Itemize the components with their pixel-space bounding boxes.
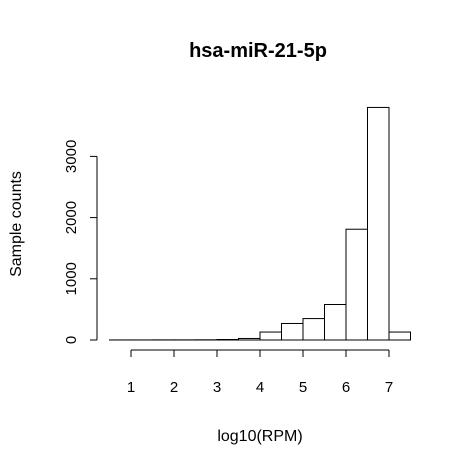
x-tick-label: 4 bbox=[256, 379, 264, 396]
chart-title: hsa-miR-21-5p bbox=[189, 40, 327, 62]
histogram-bar-7 bbox=[259, 331, 282, 341]
y-tick-label: 1000 bbox=[63, 262, 80, 295]
histogram-bar-11 bbox=[345, 228, 368, 341]
x-tick-label: 3 bbox=[213, 379, 221, 396]
y-axis: 0 1000 2000 3000 bbox=[63, 140, 98, 344]
x-tick-label: 6 bbox=[342, 379, 350, 396]
y-tick-label: 2000 bbox=[63, 201, 80, 234]
histogram-bar-12 bbox=[367, 106, 390, 341]
x-tick-label: 2 bbox=[170, 379, 178, 396]
y-axis-label: Sample counts bbox=[8, 171, 25, 277]
histogram-bars bbox=[109, 106, 411, 341]
histogram-bar-8 bbox=[281, 322, 304, 341]
histogram-bar-6 bbox=[238, 337, 261, 341]
histogram-bar-9 bbox=[302, 318, 325, 341]
x-tick-label: 7 bbox=[385, 379, 393, 396]
histogram-bar-10 bbox=[324, 304, 347, 341]
y-tick-label: 0 bbox=[63, 336, 80, 344]
x-tick-label: 1 bbox=[127, 379, 135, 396]
x-axis: 1 2 3 4 5 6 7 bbox=[127, 349, 393, 396]
x-tick-label: 5 bbox=[299, 379, 307, 396]
histogram-bar-13 bbox=[388, 331, 411, 341]
x-axis-label: log10(RPM) bbox=[217, 428, 302, 445]
y-tick-label: 3000 bbox=[63, 140, 80, 173]
